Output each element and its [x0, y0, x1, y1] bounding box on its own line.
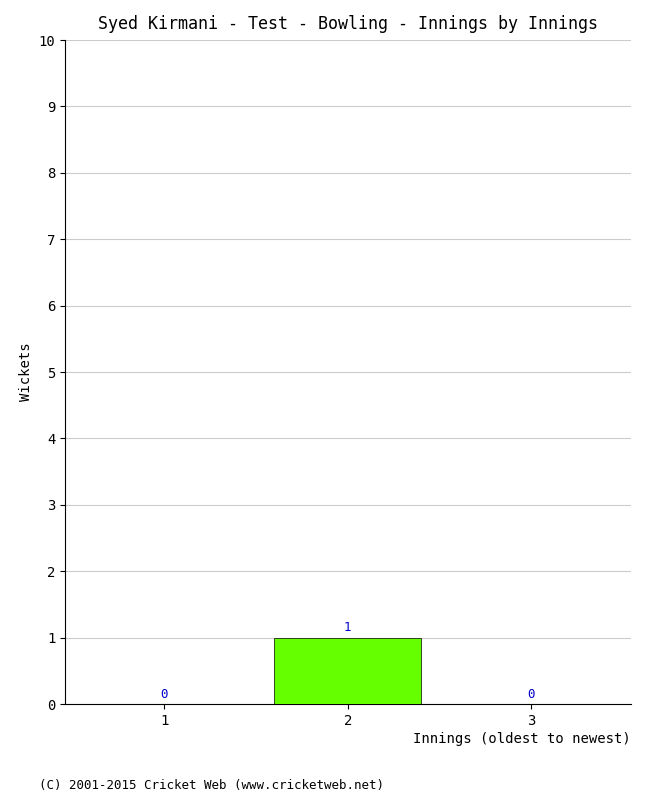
- Bar: [274, 638, 421, 704]
- Text: 0: 0: [161, 688, 168, 701]
- Text: Innings (oldest to newest): Innings (oldest to newest): [413, 732, 630, 746]
- Text: 0: 0: [528, 688, 535, 701]
- Y-axis label: Wickets: Wickets: [19, 342, 33, 402]
- Title: Syed Kirmani - Test - Bowling - Innings by Innings: Syed Kirmani - Test - Bowling - Innings …: [98, 15, 598, 33]
- Text: 1: 1: [344, 622, 352, 634]
- Text: (C) 2001-2015 Cricket Web (www.cricketweb.net): (C) 2001-2015 Cricket Web (www.cricketwe…: [39, 779, 384, 792]
